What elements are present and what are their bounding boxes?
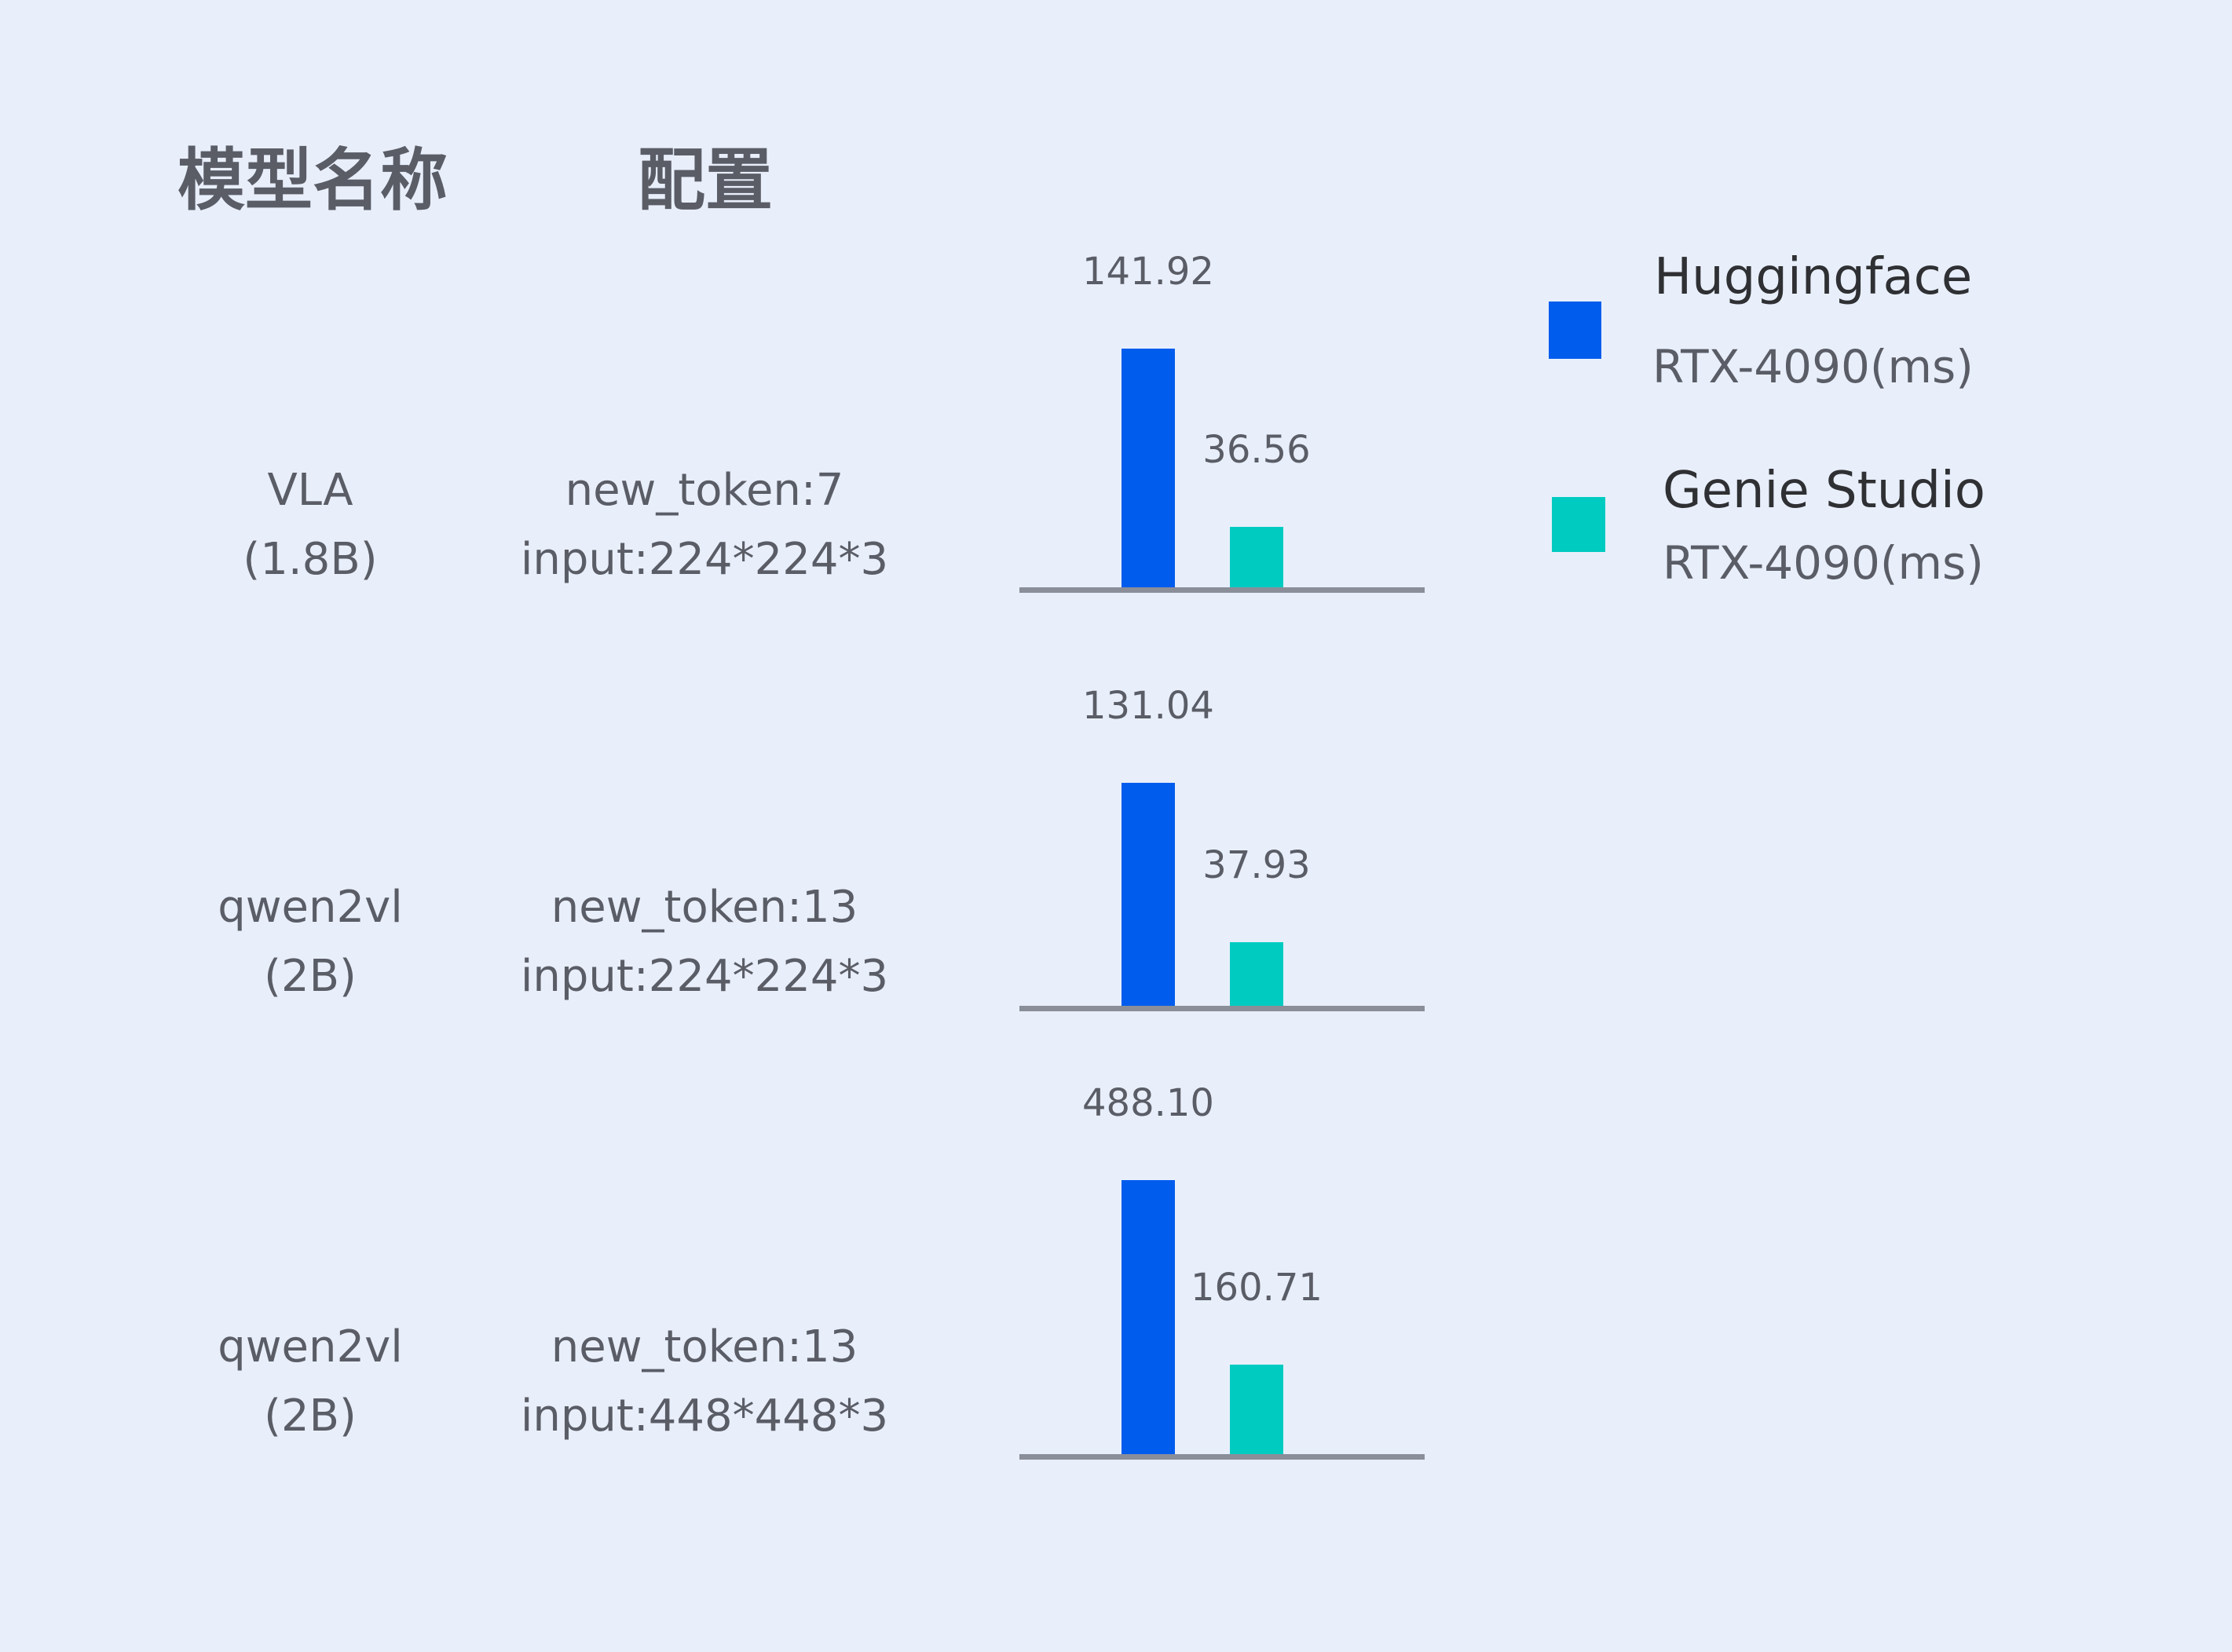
- model-name: VLA (1.8B): [153, 456, 467, 594]
- header-model-name: 模型名称: [177, 141, 448, 220]
- model-name-line: qwen2vl: [218, 1321, 403, 1372]
- data-label: 141.92: [1082, 250, 1214, 294]
- data-label: 488.10: [1082, 1081, 1214, 1125]
- data-label: 160.71: [1191, 1266, 1323, 1310]
- baseline-axis: [1019, 1454, 1425, 1460]
- model-size-line: (1.8B): [243, 534, 378, 585]
- config-line: input:224*224*3: [520, 951, 889, 1002]
- model-name-line: VLA: [267, 465, 353, 516]
- bar-genie-studio: [1230, 942, 1283, 1007]
- bar-huggingface: [1121, 783, 1175, 1007]
- model-name-line: qwen2vl: [218, 882, 403, 933]
- bar-genie-studio: [1230, 527, 1283, 589]
- legend-swatch-huggingface: [1549, 302, 1601, 359]
- config-line: input:224*224*3: [520, 534, 889, 585]
- data-label: 131.04: [1082, 684, 1214, 728]
- data-label: 37.93: [1202, 843, 1311, 888]
- config-line: new_token:13: [551, 1321, 858, 1372]
- data-label: 36.56: [1202, 428, 1311, 473]
- legend-label-huggingface: Huggingface: [1654, 248, 1973, 306]
- config: new_token:13 input:448*448*3: [477, 1313, 932, 1451]
- config-line: new_token:7: [565, 465, 844, 516]
- legend-label-genie-studio: Genie Studio: [1663, 462, 1985, 520]
- header-config: 配置: [638, 141, 773, 220]
- baseline-axis: [1019, 1006, 1425, 1011]
- baseline-axis: [1019, 587, 1425, 593]
- config: new_token:13 input:224*224*3: [477, 873, 932, 1011]
- legend-swatch-genie-studio: [1552, 497, 1605, 552]
- model-size-line: (2B): [264, 951, 357, 1002]
- config: new_token:7 input:224*224*3: [477, 456, 932, 594]
- model-name: qwen2vl (2B): [153, 873, 467, 1011]
- bar-genie-studio: [1230, 1365, 1283, 1456]
- model-size-line: (2B): [264, 1391, 357, 1442]
- config-line: new_token:13: [551, 882, 858, 933]
- legend-sub-genie-studio: RTX-4090(ms): [1663, 536, 1984, 590]
- bar-huggingface: [1121, 1180, 1175, 1456]
- config-line: input:448*448*3: [520, 1391, 889, 1442]
- model-name: qwen2vl (2B): [153, 1313, 467, 1451]
- bar-huggingface: [1121, 349, 1175, 589]
- legend-sub-huggingface: RTX-4090(ms): [1652, 340, 1974, 393]
